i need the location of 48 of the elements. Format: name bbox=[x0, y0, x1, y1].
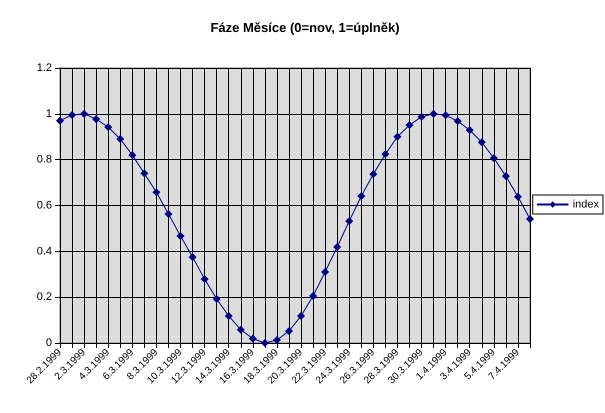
point bbox=[454, 117, 462, 126]
point bbox=[514, 192, 522, 201]
point bbox=[333, 242, 342, 251]
point bbox=[369, 170, 378, 178]
point bbox=[526, 215, 534, 224]
point bbox=[56, 116, 64, 125]
point bbox=[442, 111, 450, 120]
chart-title: Fáze Měsíce (0=nov, 1=úplněk) bbox=[210, 20, 400, 35]
point bbox=[92, 115, 100, 124]
point bbox=[188, 253, 197, 262]
y-tick-label: 0 bbox=[46, 337, 52, 349]
point bbox=[80, 110, 88, 118]
point bbox=[405, 121, 414, 130]
point bbox=[68, 110, 76, 119]
point bbox=[418, 112, 426, 121]
point bbox=[152, 188, 160, 196]
point bbox=[164, 210, 172, 218]
point bbox=[128, 151, 136, 160]
point bbox=[430, 110, 438, 118]
point bbox=[236, 326, 245, 334]
point bbox=[224, 312, 233, 320]
point bbox=[502, 172, 510, 180]
point bbox=[297, 312, 306, 320]
legend-label: index bbox=[572, 198, 600, 210]
y-tick-label: 0.8 bbox=[36, 154, 52, 166]
point bbox=[140, 169, 148, 178]
point bbox=[104, 123, 112, 132]
point bbox=[345, 217, 354, 226]
point bbox=[490, 154, 498, 162]
point bbox=[309, 292, 318, 300]
point bbox=[176, 232, 185, 240]
point bbox=[381, 150, 390, 158]
point bbox=[321, 268, 330, 276]
y-tick-label: 0.4 bbox=[36, 245, 52, 258]
point bbox=[200, 275, 209, 284]
point bbox=[248, 334, 257, 343]
point bbox=[284, 327, 293, 336]
point bbox=[116, 135, 124, 144]
point bbox=[466, 126, 474, 134]
point bbox=[357, 192, 366, 200]
point bbox=[478, 138, 486, 146]
y-tick-label: 0.6 bbox=[36, 200, 52, 212]
y-tick-label: 1.2 bbox=[36, 62, 52, 74]
point bbox=[272, 336, 281, 344]
point bbox=[212, 295, 221, 303]
y-tick-label: 1 bbox=[46, 108, 52, 120]
y-tick-label: 0.2 bbox=[36, 291, 52, 304]
point bbox=[393, 132, 402, 141]
